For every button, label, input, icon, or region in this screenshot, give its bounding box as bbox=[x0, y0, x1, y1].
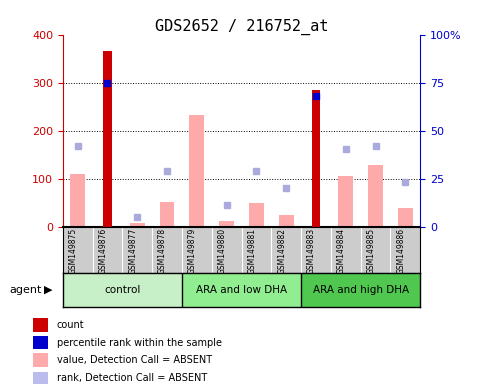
Text: GDS2652 / 216752_at: GDS2652 / 216752_at bbox=[155, 19, 328, 35]
Bar bbox=[63, 273, 182, 307]
Bar bbox=[33, 336, 48, 349]
Text: GSM149880: GSM149880 bbox=[218, 228, 227, 274]
Text: GSM149882: GSM149882 bbox=[277, 228, 286, 274]
Text: count: count bbox=[57, 320, 85, 330]
Bar bbox=[301, 273, 420, 307]
Text: GSM149879: GSM149879 bbox=[188, 228, 197, 274]
Text: control: control bbox=[104, 285, 141, 295]
Bar bbox=[312, 90, 320, 227]
Text: GSM149876: GSM149876 bbox=[99, 228, 108, 274]
Bar bbox=[103, 51, 112, 227]
Text: GSM149875: GSM149875 bbox=[69, 228, 78, 274]
Bar bbox=[398, 208, 413, 227]
Text: GSM149883: GSM149883 bbox=[307, 228, 316, 274]
Bar bbox=[33, 318, 48, 332]
Text: value, Detection Call = ABSENT: value, Detection Call = ABSENT bbox=[57, 355, 212, 365]
Bar bbox=[189, 115, 204, 227]
Bar bbox=[338, 176, 353, 227]
Bar bbox=[130, 223, 145, 227]
Text: GSM149877: GSM149877 bbox=[128, 228, 137, 274]
Text: GSM149885: GSM149885 bbox=[367, 228, 376, 274]
Text: GSM149878: GSM149878 bbox=[158, 228, 167, 274]
Bar bbox=[182, 273, 301, 307]
Bar bbox=[219, 221, 234, 227]
Text: GSM149886: GSM149886 bbox=[397, 228, 405, 274]
Bar bbox=[368, 165, 383, 227]
Bar bbox=[33, 353, 48, 367]
Text: percentile rank within the sample: percentile rank within the sample bbox=[57, 338, 222, 348]
Text: ARA and high DHA: ARA and high DHA bbox=[313, 285, 409, 295]
Bar bbox=[70, 174, 85, 227]
Text: ▶: ▶ bbox=[44, 285, 53, 295]
Text: rank, Detection Call = ABSENT: rank, Detection Call = ABSENT bbox=[57, 374, 207, 384]
Text: GSM149881: GSM149881 bbox=[247, 228, 256, 274]
Text: agent: agent bbox=[10, 285, 42, 295]
Bar bbox=[33, 372, 48, 384]
Bar bbox=[249, 203, 264, 227]
Text: ARA and low DHA: ARA and low DHA bbox=[196, 285, 287, 295]
Bar bbox=[279, 215, 294, 227]
Text: GSM149884: GSM149884 bbox=[337, 228, 346, 274]
Bar bbox=[159, 202, 174, 227]
